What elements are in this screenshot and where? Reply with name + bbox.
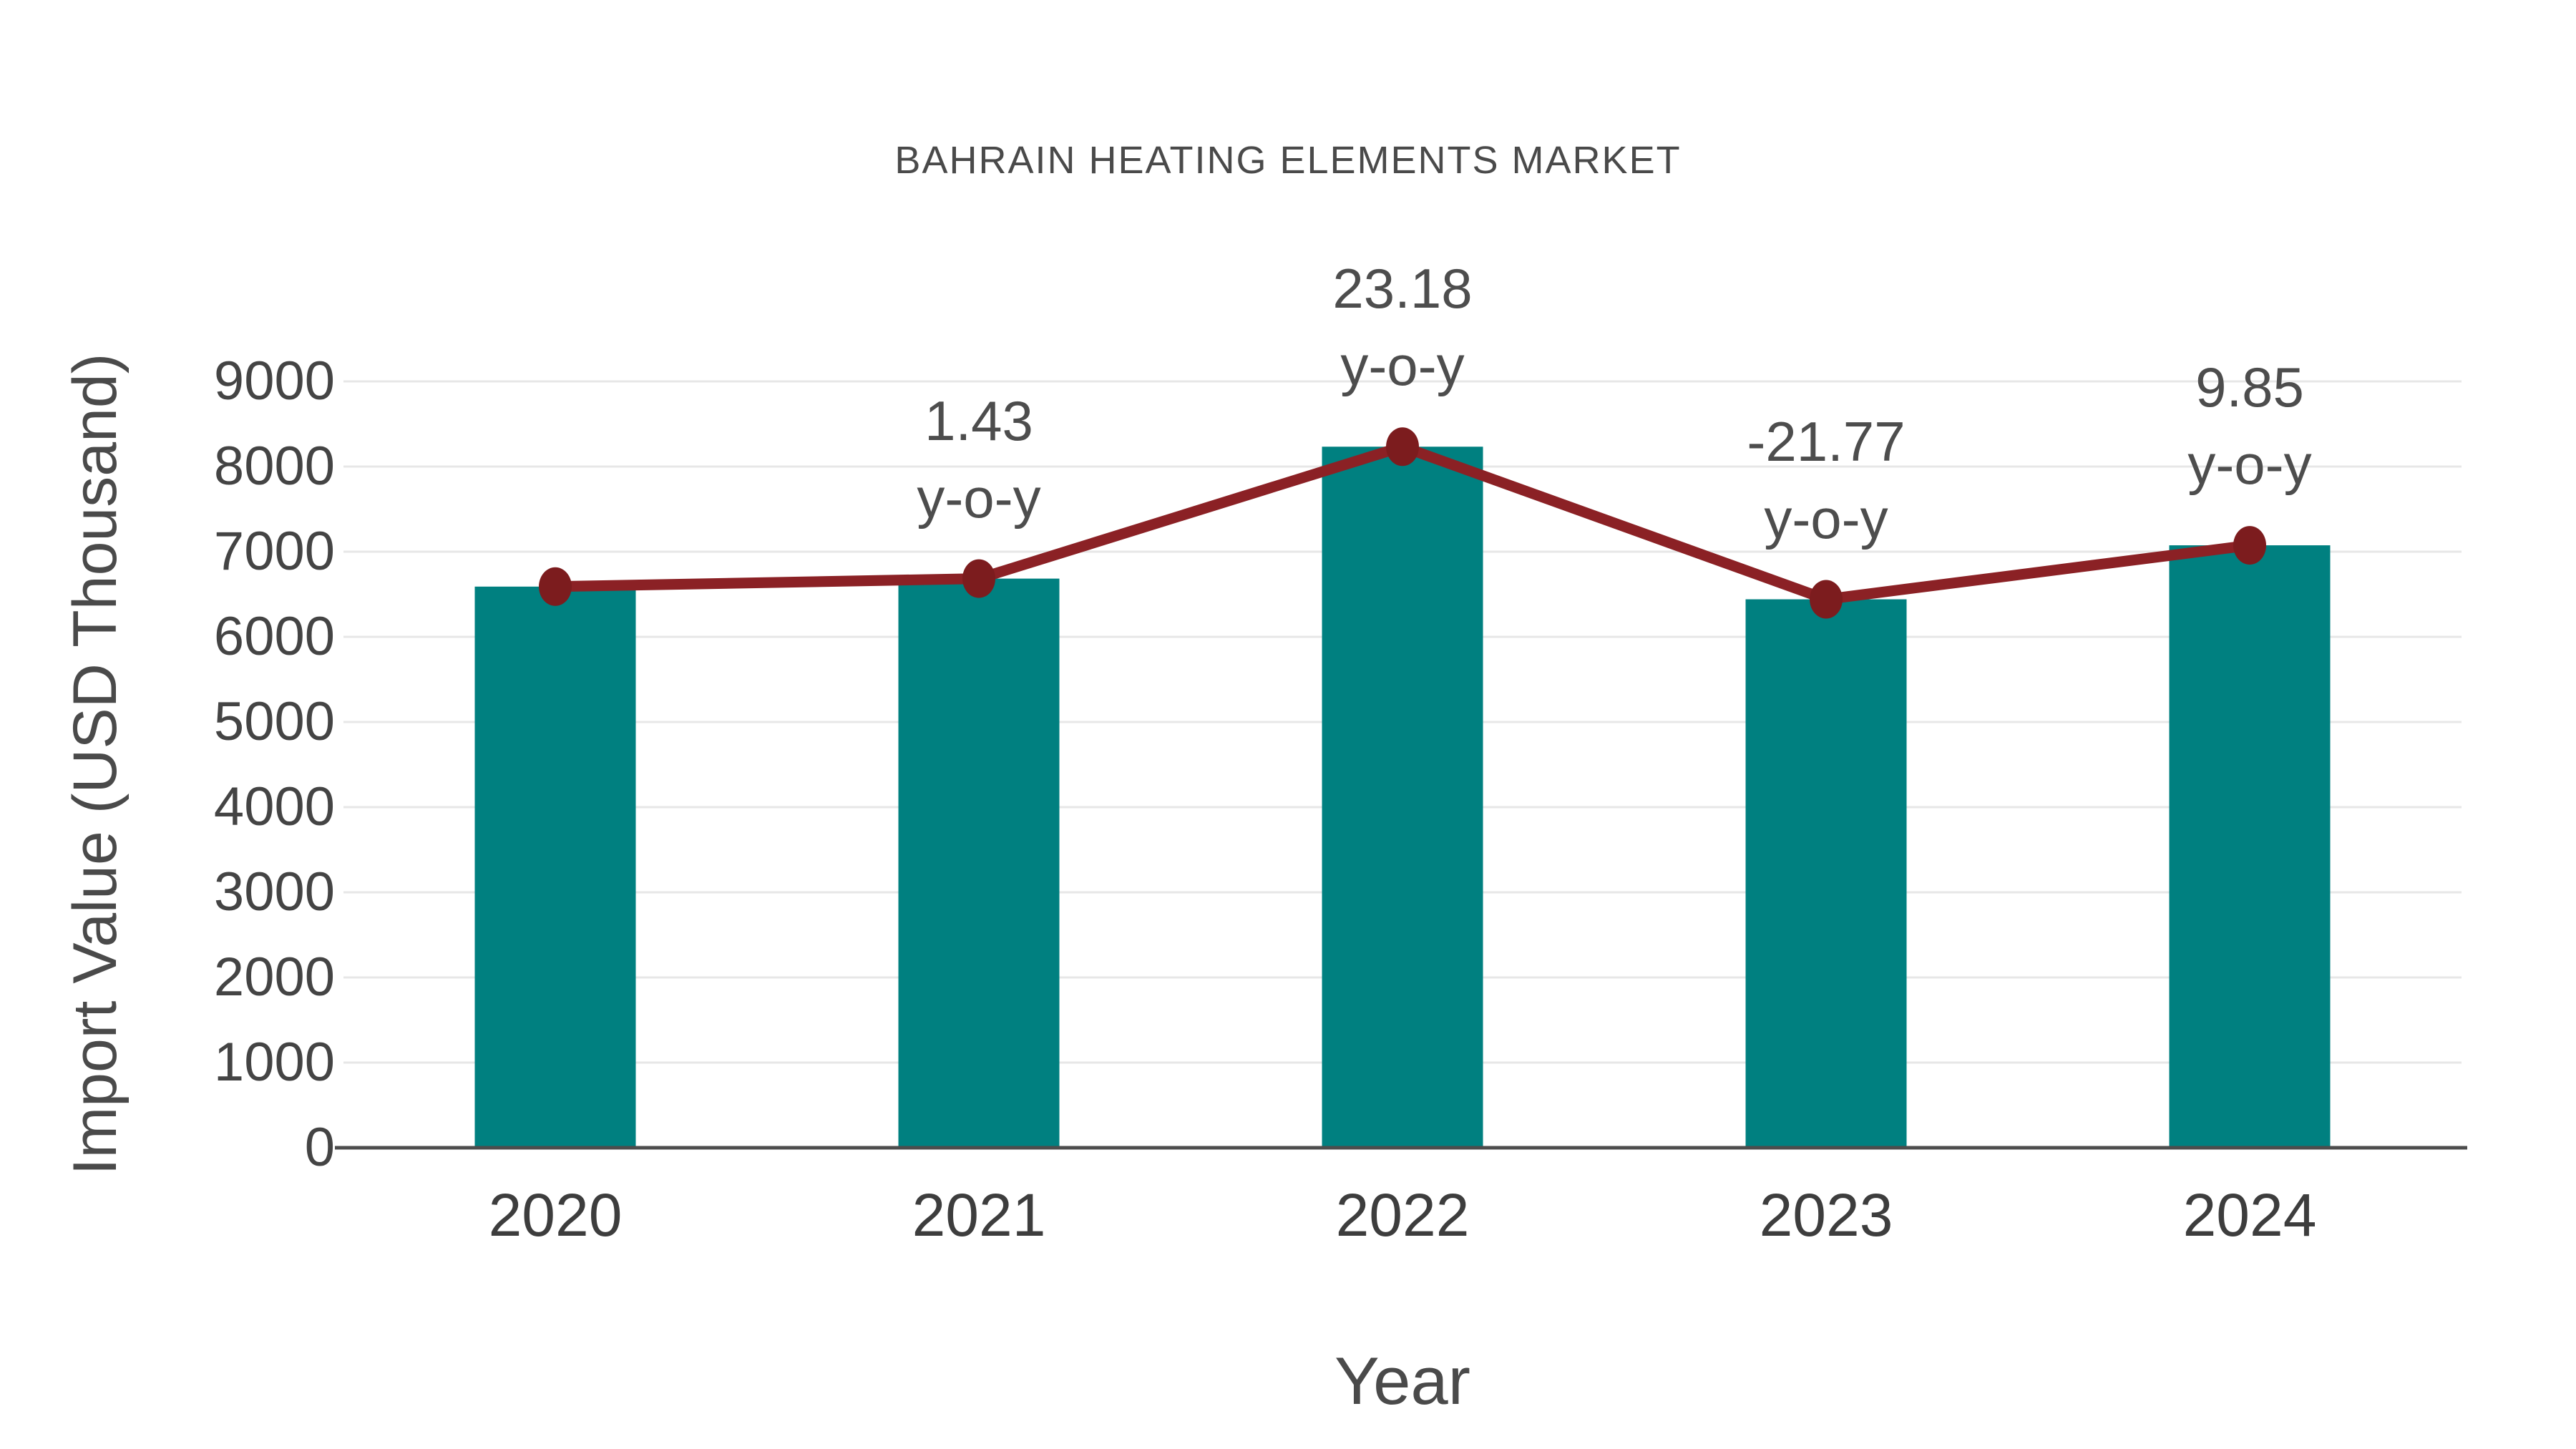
y-tick-label-0: 0 (304, 1117, 335, 1178)
bar-2021 (898, 578, 1060, 1148)
annotation-suffix-2023: y-o-y (1764, 487, 1888, 550)
chart-title: BAHRAIN HEATING ELEMENTS MARKET (894, 139, 1682, 182)
y-tick-label-9000: 9000 (213, 351, 335, 411)
annotation-value-2023: -21.77 (1747, 409, 1906, 473)
bar-2024 (2169, 545, 2331, 1148)
y-tick-label-7000: 7000 (213, 521, 335, 582)
y-tick-label-5000: 5000 (213, 691, 335, 752)
x-axis-title: Year (1335, 1343, 1470, 1418)
bar-2023 (1745, 599, 1907, 1148)
trend-marker-2021 (962, 559, 995, 598)
bar-2020 (474, 586, 636, 1148)
x-tick-label-2020: 2020 (488, 1181, 623, 1249)
trend-marker-2022 (1386, 427, 1419, 467)
x-tick-label-2024: 2024 (2182, 1181, 2317, 1249)
annotation-value-2024: 9.85 (2195, 356, 2304, 419)
x-tick-label-2022: 2022 (1335, 1181, 1470, 1249)
annotation-2024: 9.85 y-o-y (2021, 348, 2479, 503)
annotation-suffix-2021: y-o-y (917, 466, 1041, 530)
x-tick-label-2021: 2021 (912, 1181, 1046, 1249)
annotation-2023: -21.77 y-o-y (1597, 403, 2055, 557)
trend-marker-2024 (2233, 526, 2266, 565)
annotation-suffix-2022: y-o-y (1340, 334, 1465, 398)
trend-marker-2020 (539, 567, 572, 606)
x-tick-label-2023: 2023 (1759, 1181, 1893, 1249)
y-tick-label-2000: 2000 (213, 947, 335, 1008)
annotation-2021: 1.43 y-o-y (750, 382, 1208, 537)
bar-2022 (1322, 447, 1483, 1148)
y-tick-label-3000: 3000 (213, 862, 335, 922)
y-tick-label-6000: 6000 (213, 606, 335, 667)
annotation-suffix-2024: y-o-y (2187, 433, 2312, 497)
annotation-value-2021: 1.43 (924, 389, 1033, 452)
y-tick-label-1000: 1000 (213, 1032, 335, 1093)
annotation-value-2022: 23.18 (1332, 257, 1473, 321)
annotation-2022: 23.18 y-o-y (1174, 250, 1631, 404)
y-tick-label-4000: 4000 (213, 776, 335, 837)
trend-marker-2023 (1810, 580, 1843, 619)
y-tick-label-8000: 8000 (213, 436, 335, 497)
